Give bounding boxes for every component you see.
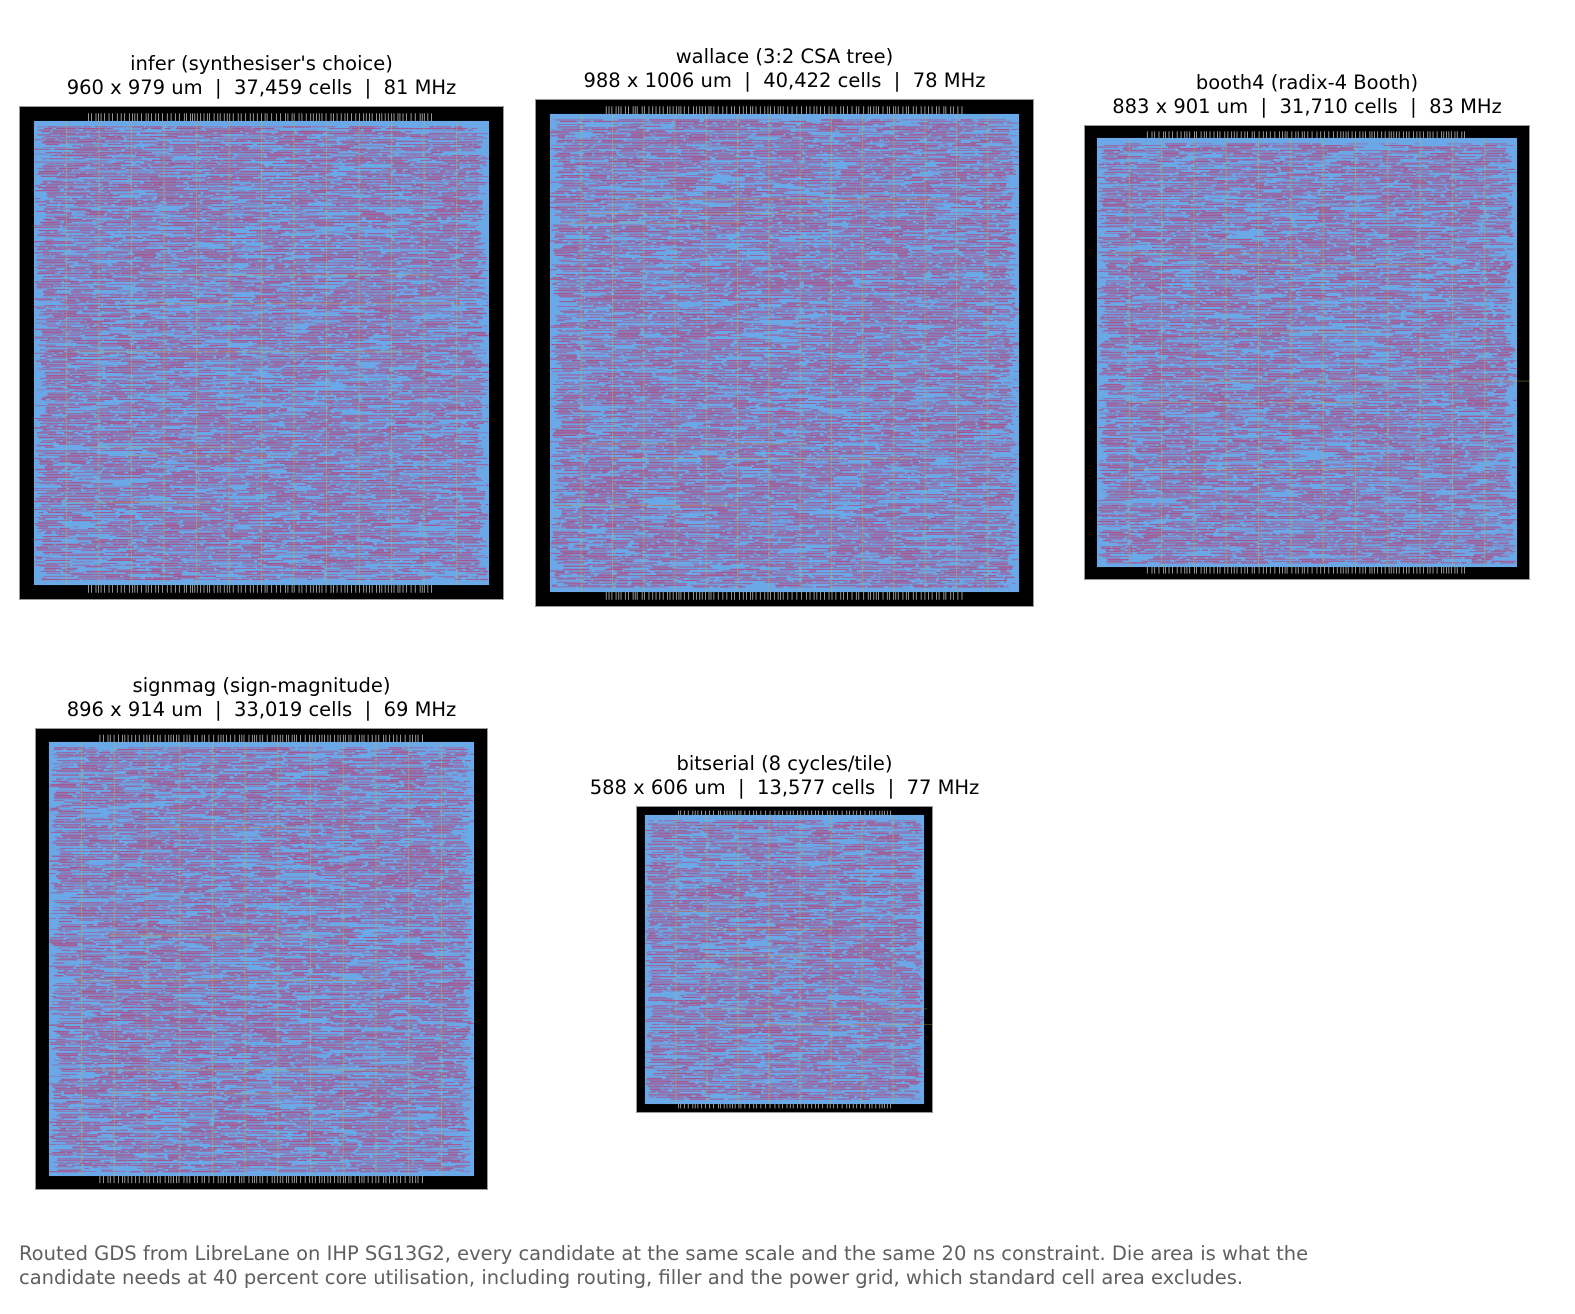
- layout-title: wallace (3:2 CSA tree) 988 x 1006 um | 4…: [535, 45, 1034, 93]
- candidate-name: wallace: [676, 45, 749, 68]
- cell-count: 31,710 cells: [1280, 95, 1398, 118]
- die-image: [35, 728, 488, 1190]
- layout-bitserial: bitserial (8 cycles/tile) 588 x 606 um |…: [590, 752, 979, 1113]
- die-image: [19, 106, 504, 600]
- frequency: 77 MHz: [907, 776, 980, 799]
- die-image: [636, 806, 933, 1113]
- candidate-name: booth4: [1196, 71, 1265, 94]
- die-dimensions: 988 x 1006 um: [583, 69, 731, 92]
- candidate-description: (radix-4 Booth): [1271, 71, 1418, 94]
- die-dimensions: 896 x 914 um: [67, 698, 203, 721]
- layout-infer: infer (synthesiser's choice) 960 x 979 u…: [19, 52, 504, 600]
- die-dimensions: 960 x 979 um: [67, 76, 203, 99]
- cell-count: 13,577 cells: [757, 776, 875, 799]
- layout-title: signmag (sign-magnitude) 896 x 914 um | …: [35, 674, 488, 722]
- separator: |: [744, 69, 751, 92]
- separator: |: [365, 698, 372, 721]
- separator: |: [894, 69, 901, 92]
- cell-count: 33,019 cells: [234, 698, 352, 721]
- frequency: 81 MHz: [384, 76, 457, 99]
- candidate-description: (8 cycles/tile): [761, 752, 892, 775]
- die-image: [1084, 125, 1530, 580]
- separator: |: [888, 776, 895, 799]
- separator: |: [365, 76, 372, 99]
- separator: |: [738, 776, 745, 799]
- candidate-name: bitserial: [676, 752, 754, 775]
- candidate-description: (synthesiser's choice): [181, 52, 393, 75]
- die-dimensions: 883 x 901 um: [1112, 95, 1248, 118]
- frequency: 78 MHz: [913, 69, 986, 92]
- cell-count: 40,422 cells: [763, 69, 881, 92]
- routed-layout-graphic: [644, 810, 932, 1109]
- separator: |: [1261, 95, 1268, 118]
- layout-title: booth4 (radix-4 Booth) 883 x 901 um | 31…: [1084, 71, 1530, 119]
- layout-wallace: wallace (3:2 CSA tree) 988 x 1006 um | 4…: [535, 45, 1034, 607]
- separator: |: [215, 698, 222, 721]
- layout-booth4: booth4 (radix-4 Booth) 883 x 901 um | 31…: [1084, 71, 1530, 580]
- layout-title: infer (synthesiser's choice) 960 x 979 u…: [19, 52, 504, 100]
- candidate-name: signmag: [133, 674, 217, 697]
- cell-count: 37,459 cells: [234, 76, 352, 99]
- frequency: 83 MHz: [1429, 95, 1502, 118]
- die-image: [535, 99, 1034, 607]
- separator: |: [215, 76, 222, 99]
- routed-layout-graphic: [1096, 131, 1529, 574]
- frequency: 69 MHz: [384, 698, 457, 721]
- candidate-description: (3:2 CSA tree): [755, 45, 893, 68]
- separator: |: [1410, 95, 1417, 118]
- die-dimensions: 588 x 606 um: [590, 776, 726, 799]
- candidate-name: infer: [130, 52, 175, 75]
- layout-title: bitserial (8 cycles/tile) 588 x 606 um |…: [516, 752, 1053, 800]
- layout-signmag: signmag (sign-magnitude) 896 x 914 um | …: [35, 674, 488, 1190]
- figure-caption: Routed GDS from LibreLane on IHP SG13G2,…: [19, 1242, 1399, 1290]
- candidate-description: (sign-magnitude): [222, 674, 390, 697]
- routed-layout-graphic: [48, 734, 475, 1184]
- routed-layout-graphic: [549, 106, 1020, 600]
- routed-layout-graphic: [33, 113, 490, 593]
